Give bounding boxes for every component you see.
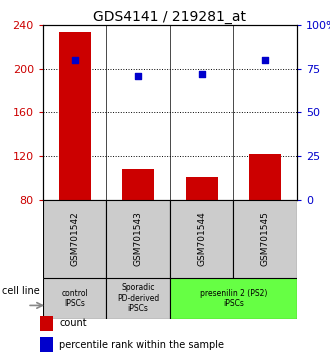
Bar: [106, 200, 170, 278]
Text: control
IPSCs: control IPSCs: [61, 289, 88, 308]
Text: GSM701545: GSM701545: [261, 211, 270, 267]
Point: [199, 71, 204, 77]
Text: count: count: [59, 318, 87, 329]
Bar: [186, 177, 217, 200]
Bar: [106, 278, 170, 319]
Bar: [43, 278, 106, 319]
Bar: [122, 169, 154, 200]
Point: [263, 57, 268, 63]
Bar: [40, 316, 53, 331]
Point: [136, 73, 141, 79]
Text: percentile rank within the sample: percentile rank within the sample: [59, 339, 224, 350]
Bar: [40, 337, 53, 352]
Text: cell line: cell line: [3, 286, 40, 296]
Bar: [249, 154, 281, 200]
Bar: [234, 200, 297, 278]
Point: [72, 57, 77, 63]
Bar: [170, 200, 234, 278]
Text: GSM701542: GSM701542: [70, 212, 79, 266]
Text: Sporadic
PD-derived
iPSCs: Sporadic PD-derived iPSCs: [117, 283, 159, 313]
Text: GSM701543: GSM701543: [134, 211, 143, 267]
Bar: [43, 200, 106, 278]
Text: GSM701544: GSM701544: [197, 212, 206, 266]
Text: presenilin 2 (PS2)
iPSCs: presenilin 2 (PS2) iPSCs: [200, 289, 267, 308]
Title: GDS4141 / 219281_at: GDS4141 / 219281_at: [93, 10, 247, 24]
Bar: [59, 33, 90, 200]
Bar: [170, 278, 297, 319]
